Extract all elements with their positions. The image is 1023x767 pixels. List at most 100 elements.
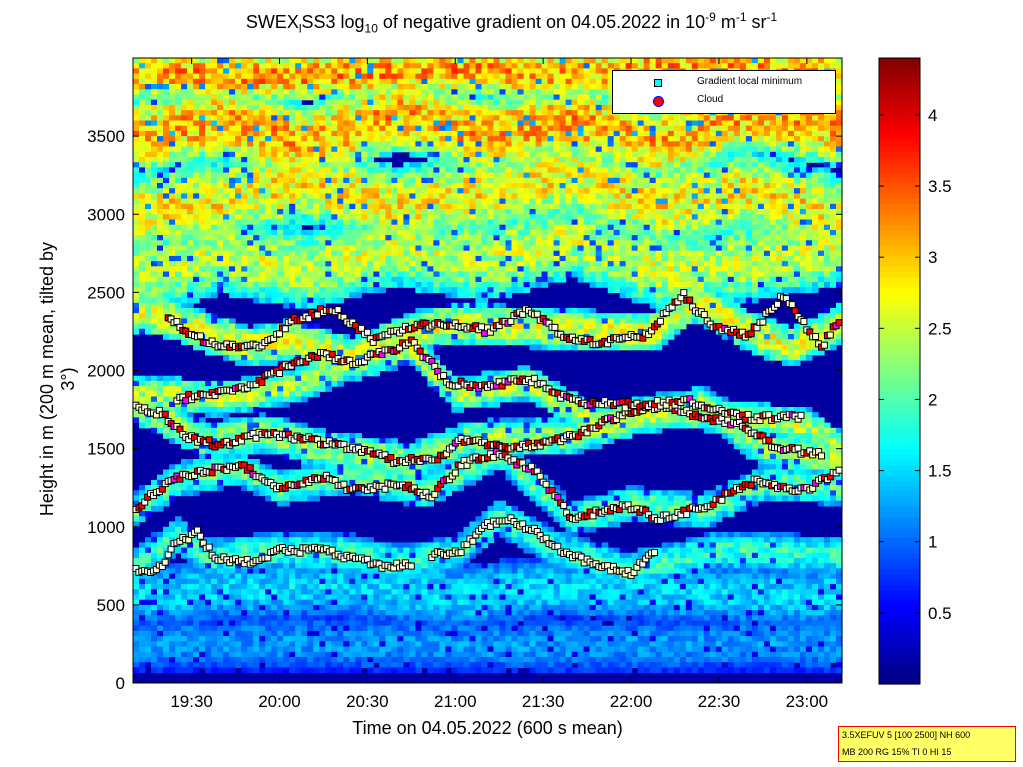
heatmap-cell [163,282,170,288]
heatmap-cell [241,662,248,668]
heatmap-cell [307,125,314,132]
heatmap-cell [283,438,290,444]
heatmap-cell [229,261,236,267]
heatmap-cell [325,620,332,627]
heatmap-cell [229,183,236,189]
heatmap-cell [277,78,284,85]
heatmap-cell [295,630,302,637]
heatmap-cell [145,73,152,80]
heatmap-cell [181,542,188,549]
heatmap-cell [433,375,440,382]
heatmap-cell [415,183,422,189]
heatmap-cell [217,115,224,122]
heatmap-cell [415,667,422,674]
heatmap-cell [289,104,296,111]
heatmap-cell [409,219,416,226]
heatmap-cell [259,537,266,543]
heatmap-cell [283,589,290,596]
heatmap-cell [271,589,278,596]
heatmap-cell [361,167,368,174]
heatmap-cell [199,651,206,658]
heatmap-cell [157,427,164,434]
heatmap-cell [355,84,362,90]
heatmap-cell [205,146,212,153]
heatmap-cell [169,552,176,559]
heatmap-cell [277,209,284,215]
heatmap-cell [367,73,374,80]
heatmap-cell [241,151,248,158]
heatmap-cell [211,615,218,622]
heatmap-cell [151,500,158,507]
heatmap-cell [403,490,410,497]
heatmap-cell [151,203,158,210]
heatmap-cell [325,297,332,304]
heatmap-cell [145,573,152,580]
heatmap-cell [181,443,188,450]
heatmap-cell [283,63,290,69]
heatmap-cell [319,58,326,64]
heatmap-cell [439,130,446,137]
heatmap-cell [295,193,302,200]
heatmap-cell [193,589,200,596]
heatmap-cell [379,589,386,596]
heatmap-cell [349,58,356,64]
heatmap-cell [283,354,290,361]
heatmap-cell [391,130,398,137]
heatmap-cell [307,209,314,215]
heatmap-cell [199,417,206,424]
heatmap-cell [313,552,320,559]
heatmap-cell [175,136,182,142]
heatmap-cell [367,183,374,189]
heatmap-cell [193,479,200,486]
heatmap-cell [295,370,302,377]
heatmap-cell [205,563,212,569]
heatmap-cell [313,386,320,392]
heatmap-cell [235,94,242,101]
heatmap-cell [433,589,440,596]
heatmap-cell [271,615,278,622]
heatmap-cell [343,250,350,257]
heatmap-cell [343,469,350,476]
heatmap-cell [253,537,260,543]
heatmap-cell [421,125,428,132]
heatmap-cell [385,240,392,247]
heatmap-cell [157,198,164,205]
heatmap-cell [247,68,254,75]
heatmap-cell [433,651,440,658]
heatmap-cell [433,657,440,663]
heatmap-cell [319,157,326,163]
heatmap-cell [199,407,206,413]
heatmap-cell [427,568,434,575]
heatmap-cell [181,193,188,200]
heatmap-cell [397,73,404,80]
heatmap-cell [283,563,290,569]
heatmap-cell [229,537,236,543]
heatmap-cell [133,136,140,142]
heatmap-cell [391,604,398,611]
heatmap-cell [433,136,440,142]
heatmap-cell [157,558,164,564]
heatmap-cell [229,172,236,179]
heatmap-cell [169,172,176,179]
heatmap-cell [403,104,410,111]
heatmap-cell [385,162,392,168]
heatmap-cell [217,412,224,418]
heatmap-cell [421,573,428,580]
heatmap-cell [421,474,428,481]
heatmap-cell [313,172,320,179]
heatmap-cell [241,245,248,252]
heatmap-cell [355,183,362,189]
heatmap-cell [307,130,314,137]
heatmap-cell [361,177,368,184]
heatmap-cell [187,94,194,101]
heatmap-cell [313,183,320,189]
heatmap-cell [313,563,320,569]
heatmap-cell [211,604,218,611]
heatmap-cell [145,558,152,564]
heatmap-cell [217,203,224,210]
heatmap-cell [337,99,344,106]
heatmap-cell [187,542,194,549]
heatmap-cell [193,344,200,351]
heatmap-cell [283,651,290,658]
heatmap-cell [337,224,344,231]
